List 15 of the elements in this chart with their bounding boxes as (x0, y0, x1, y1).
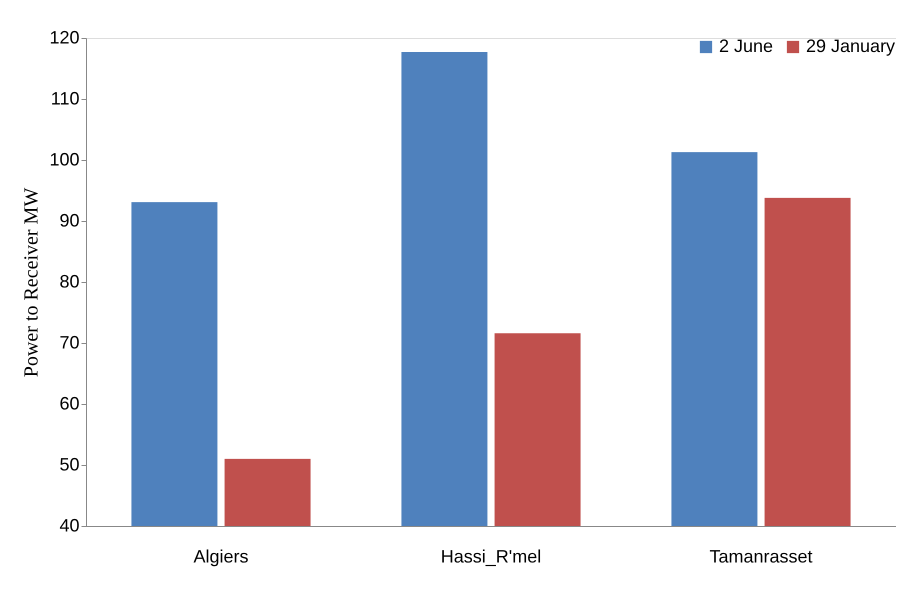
x-tick-label: Algiers (193, 546, 249, 566)
y-tick-label: 80 (59, 272, 80, 292)
y-tick-label: 60 (59, 394, 80, 414)
y-tick-label: 100 (49, 150, 80, 170)
y-tick-label: 120 (49, 28, 80, 48)
x-tick-label: Hassi_R'mel (440, 546, 542, 566)
x-tick-label: Tamanrasset (709, 546, 813, 566)
y-tick-label: 70 (59, 332, 80, 352)
y-tick-label: 90 (59, 210, 80, 230)
legend-label: 2 June (719, 36, 774, 56)
y-axis-title: Power to Receiver MW (20, 188, 42, 378)
y-tick-label: 50 (59, 454, 80, 474)
y-tick-label: 110 (50, 88, 80, 108)
legend-label: 29 January (806, 36, 896, 56)
y-tick-label: 40 (59, 516, 80, 536)
